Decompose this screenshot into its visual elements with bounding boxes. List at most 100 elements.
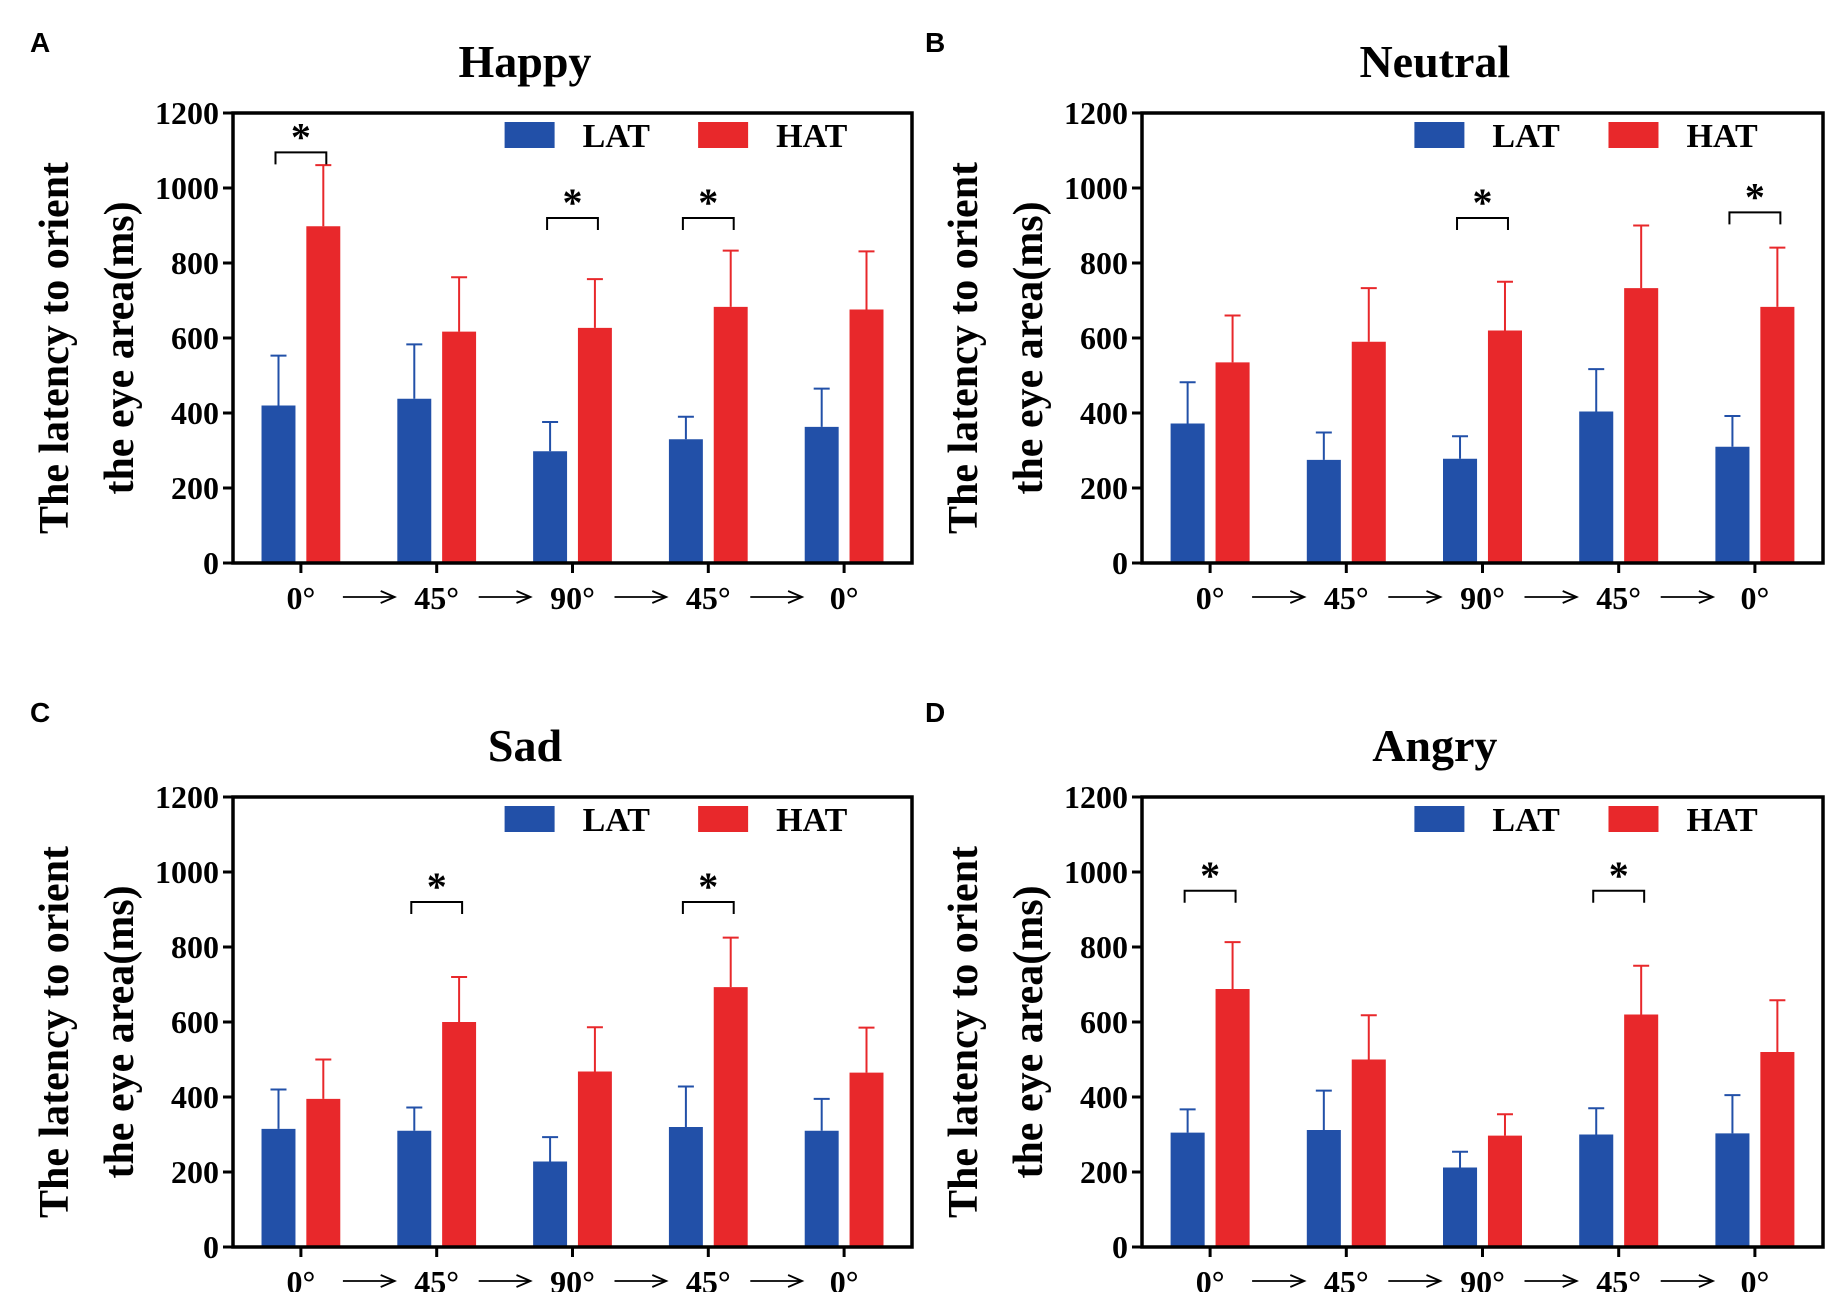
x-tick-label: 45° (414, 1264, 459, 1292)
x-tick-label: 0° (1196, 580, 1225, 616)
significance-star: * (1200, 853, 1220, 898)
y-axis-label-line2: the eye area(ms) (1006, 885, 1052, 1178)
y-tick-label: 800 (171, 929, 219, 965)
y-tick-label: 200 (1080, 1154, 1128, 1190)
y-tick-label: 800 (1080, 929, 1128, 965)
sequence-arrow-head (1698, 590, 1716, 604)
bar-hat-2 (577, 1071, 612, 1247)
x-tick-label: 90° (1460, 580, 1505, 616)
legend-label-hat: HAT (1686, 118, 1757, 155)
legend-swatch-lat (504, 806, 555, 832)
panel-letter: D (925, 697, 945, 728)
bar-lat-4 (1715, 1133, 1750, 1247)
y-tick-label: 600 (1080, 320, 1128, 356)
significance-star: * (1473, 180, 1493, 225)
sequence-arrow-head (1698, 1274, 1716, 1288)
x-tick-label: 0° (1741, 580, 1770, 616)
y-tick-label: 1200 (1064, 95, 1128, 131)
legend-label-hat: HAT (776, 802, 847, 839)
panel-letter: C (30, 697, 50, 728)
y-tick-label: 200 (1080, 470, 1128, 506)
significance-star: * (698, 864, 718, 909)
significance-bracket (681, 901, 735, 914)
legend-label-lat: LAT (1492, 802, 1560, 839)
bar-hat-3 (713, 306, 748, 563)
significance-bracket (681, 217, 735, 230)
bar-hat-0 (306, 1098, 341, 1247)
bar-hat-0 (306, 226, 341, 563)
significance-star: * (1745, 174, 1765, 219)
x-tick-label: 0° (287, 1264, 316, 1292)
bar-hat-4 (849, 1072, 884, 1247)
y-tick-label: 1200 (1064, 779, 1128, 815)
y-axis-label-line2: the eye area(ms) (97, 201, 143, 494)
y-axis-label-line2: the eye area(ms) (97, 885, 143, 1178)
y-tick-label: 800 (1080, 245, 1128, 281)
bar-lat-4 (804, 1130, 839, 1247)
chart-title: Sad (488, 720, 563, 771)
legend-swatch-lat (1414, 806, 1465, 832)
bar-lat-1 (1306, 459, 1341, 563)
sequence-arrow-head (516, 590, 533, 604)
legend-label-hat: HAT (776, 118, 847, 155)
bar-hat-4 (849, 309, 884, 563)
y-tick-label: 1000 (155, 170, 219, 206)
x-tick-label: 45° (686, 580, 731, 616)
bar-hat-1 (442, 1022, 477, 1247)
y-tick-label: 600 (171, 1004, 219, 1040)
legend-swatch-hat (1608, 806, 1659, 832)
legend-swatch-hat (698, 122, 749, 148)
significance-bracket (1592, 889, 1646, 903)
sequence-arrow-head (380, 1274, 397, 1288)
bar-hat-4 (1760, 1052, 1795, 1247)
bar-lat-2 (533, 451, 568, 563)
bar-lat-0 (261, 405, 296, 563)
bar-lat-1 (397, 1130, 432, 1247)
chart-title: Happy (458, 36, 591, 87)
y-tick-label: 1200 (155, 779, 219, 815)
bar-hat-3 (1624, 288, 1659, 563)
x-tick-label: 45° (1324, 1264, 1369, 1292)
x-tick-label: 45° (414, 580, 459, 616)
significance-star: * (563, 180, 583, 225)
y-tick-label: 600 (171, 320, 219, 356)
sequence-arrow-head (787, 1274, 805, 1288)
y-tick-label: 200 (171, 470, 219, 506)
bar-hat-3 (713, 987, 748, 1247)
bar-hat-2 (577, 327, 612, 563)
bar-hat-2 (1487, 1135, 1522, 1247)
bar-lat-3 (1579, 411, 1614, 563)
x-tick-label: 90° (550, 1264, 595, 1292)
bar-lat-3 (668, 1127, 703, 1247)
bar-lat-2 (1443, 1167, 1478, 1247)
legend-label-lat: LAT (1492, 118, 1560, 155)
x-tick-label: 45° (686, 1264, 731, 1292)
bar-hat-4 (1760, 306, 1795, 563)
legend-label-lat: LAT (583, 802, 651, 839)
bar-hat-1 (442, 331, 477, 563)
y-tick-label: 1200 (155, 95, 219, 131)
bar-hat-1 (1351, 1059, 1386, 1247)
x-tick-label: 90° (550, 580, 595, 616)
legend-swatch-lat (1414, 122, 1465, 148)
panel-b: B Neutral The latency to orient the eye are… (925, 27, 1825, 616)
sequence-arrow-head (380, 590, 397, 604)
legend-swatch-hat (1608, 122, 1659, 148)
legend-label-hat: HAT (1686, 802, 1757, 839)
bar-lat-0 (261, 1128, 296, 1247)
significance-bracket (1456, 217, 1509, 230)
panel-letter: A (30, 27, 50, 58)
panel-c: C Sad The latency to orient the eye area(ms… (30, 697, 914, 1292)
legend-label-lat: LAT (583, 118, 651, 155)
sequence-arrow-head (1289, 1274, 1307, 1288)
sequence-arrow-head (1289, 590, 1307, 604)
y-axis-label-line1: The latency to orient (941, 846, 987, 1218)
x-tick-label: 0° (287, 580, 316, 616)
x-tick-label: 45° (1324, 580, 1369, 616)
y-tick-label: 0 (203, 1229, 219, 1265)
bar-lat-0 (1170, 423, 1205, 563)
significance-star: * (291, 114, 311, 159)
y-tick-label: 400 (1080, 1079, 1128, 1115)
bar-lat-3 (1579, 1134, 1614, 1247)
bar-hat-2 (1487, 330, 1522, 563)
